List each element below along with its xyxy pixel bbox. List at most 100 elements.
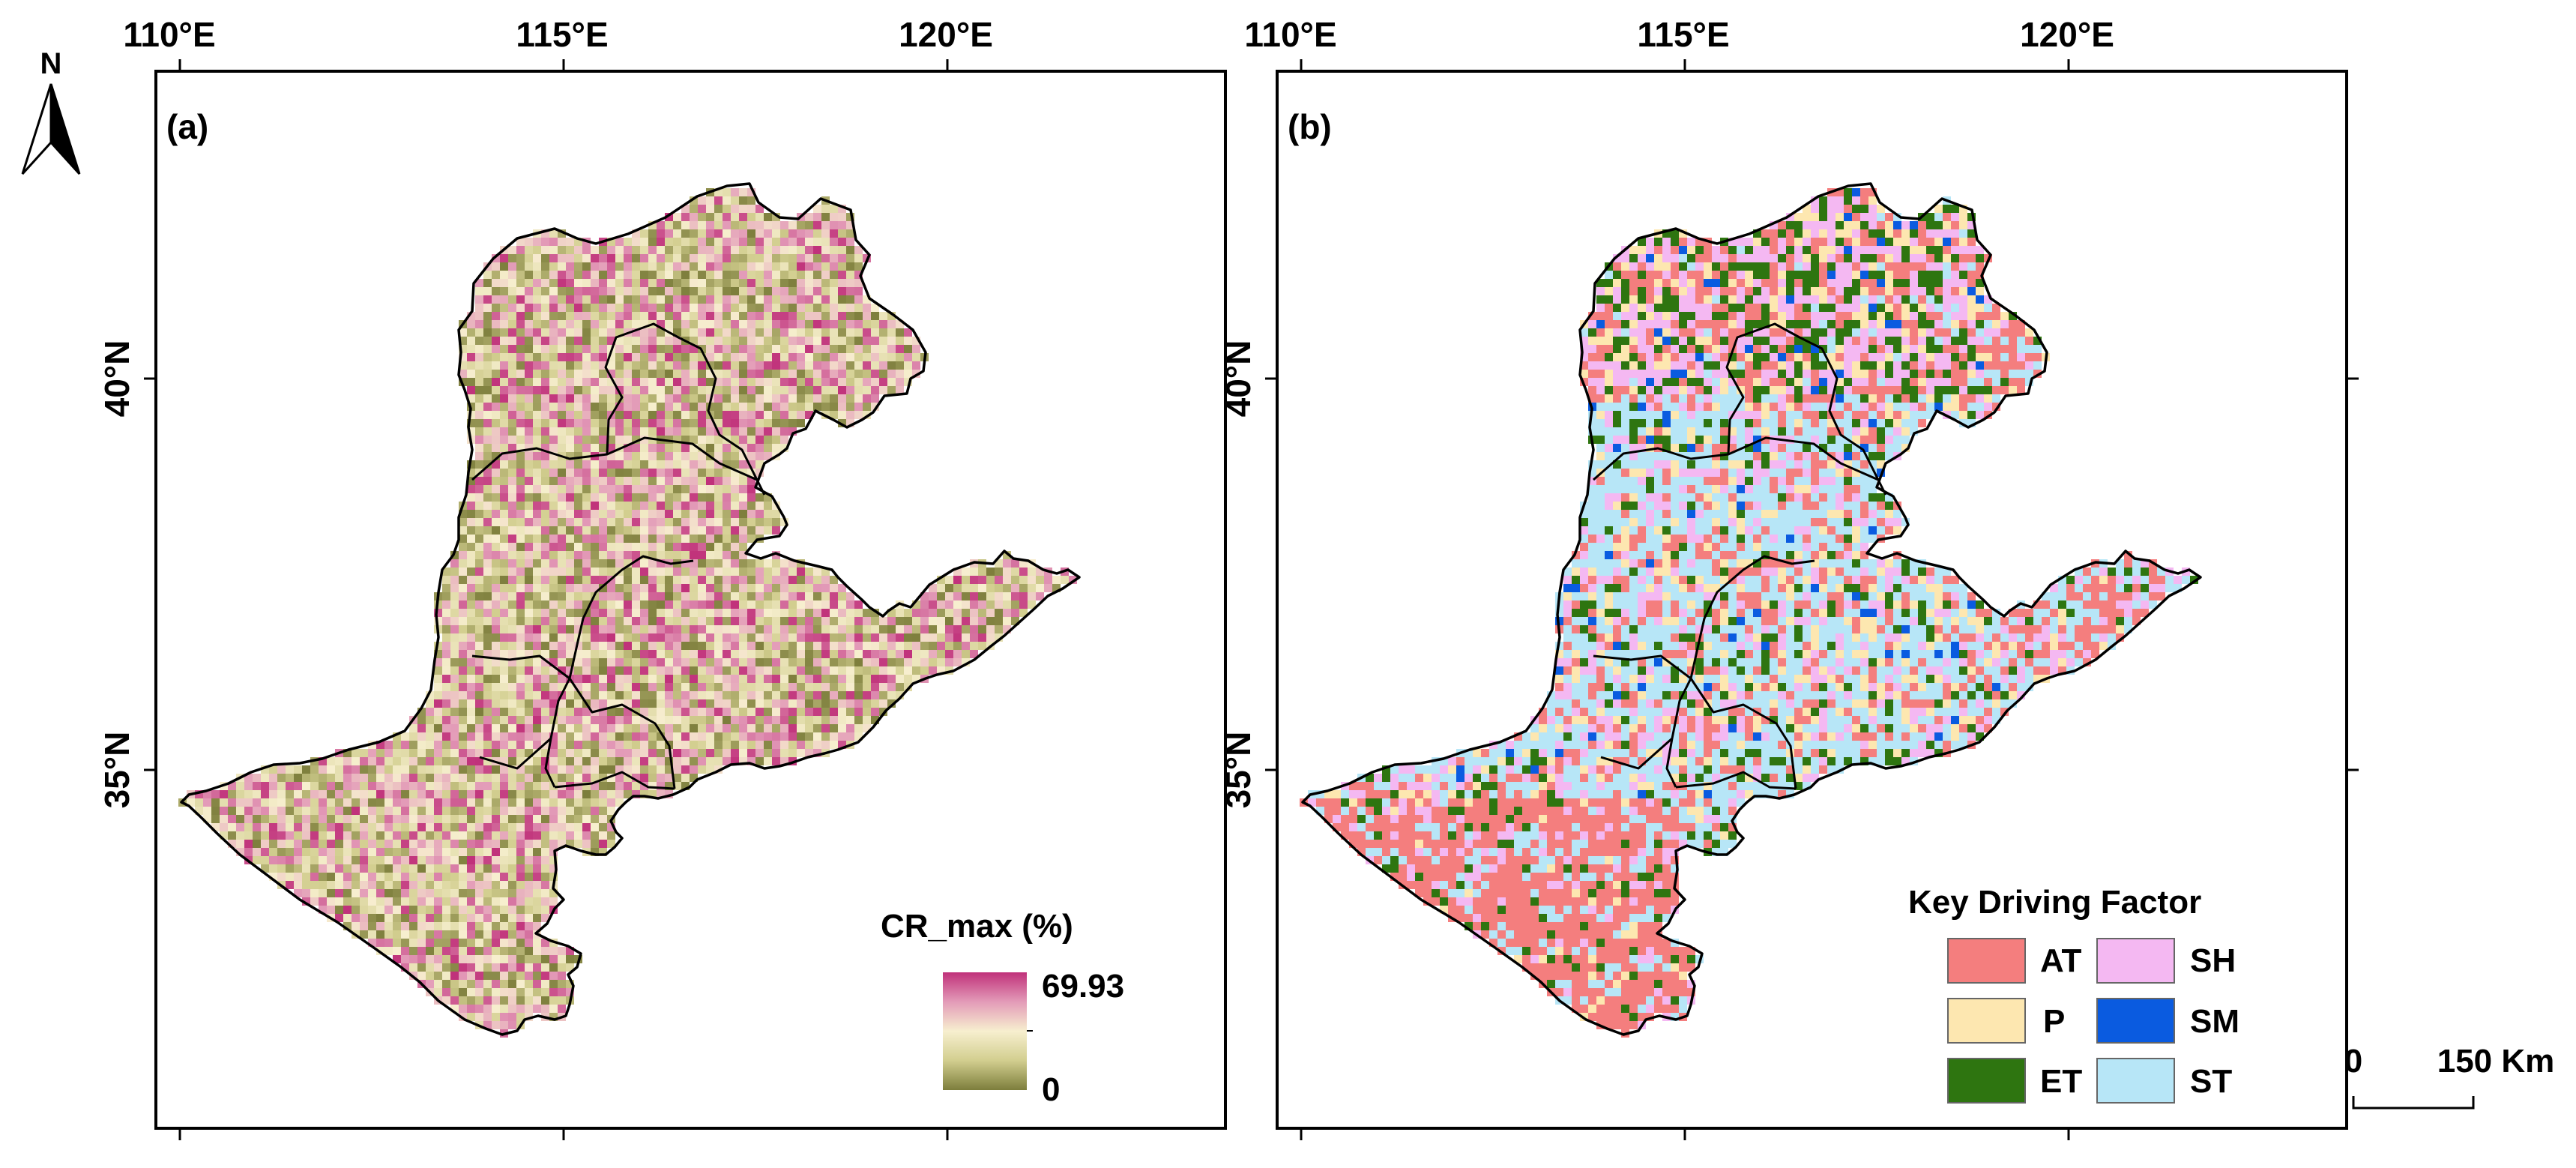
cr-max-cell [236, 790, 244, 798]
cr-max-cell [739, 559, 747, 568]
cr-max-cell [549, 947, 558, 955]
cr-max-cell [508, 254, 516, 262]
cr-max-cell [698, 708, 706, 716]
cr-max-cell [558, 980, 566, 988]
cr-max-cell [525, 930, 533, 939]
cr-max-cell [830, 708, 838, 716]
cr-max-cell [640, 526, 648, 535]
cr-max-cell [450, 633, 459, 642]
cr-max-cell [648, 295, 657, 304]
cr-max-cell [830, 600, 838, 609]
cr-max-cell [525, 271, 533, 279]
cr-max-cell [582, 361, 591, 370]
cr-max-cell [615, 460, 624, 469]
cr-max-cell [929, 650, 937, 658]
driver-cell [1712, 271, 1720, 279]
cr-max-cell [533, 477, 541, 485]
cr-max-cell [549, 972, 558, 980]
cr-max-cell [673, 551, 681, 559]
cr-max-cell [483, 510, 492, 518]
cr-max-cell [442, 897, 450, 906]
cr-max-cell [764, 600, 772, 609]
cr-max-cell [887, 650, 896, 658]
cr-max-cell [698, 229, 706, 238]
cr-max-cell [978, 609, 986, 617]
driver-cell [1877, 221, 1885, 229]
cr-max-cell [558, 295, 566, 304]
cr-max-cell [442, 600, 450, 609]
cr-max-cell [747, 600, 755, 609]
cr-max-cell [566, 691, 574, 699]
cr-max-cell [483, 559, 492, 568]
cr-max-cell [648, 378, 657, 386]
cr-max-cell [648, 386, 657, 394]
cr-max-cell [541, 798, 549, 807]
driver-cell [1745, 238, 1753, 246]
cr-max-cell [500, 691, 508, 699]
cr-max-cell [475, 625, 483, 633]
cr-max-cell [797, 617, 805, 625]
cr-max-cell [286, 765, 294, 774]
cr-max-cell [937, 584, 945, 592]
cr-max-cell [706, 262, 714, 271]
cr-max-cell [698, 749, 706, 757]
cr-max-cell [673, 271, 681, 279]
cr-max-cell [821, 370, 830, 378]
cr-max-cell [475, 320, 483, 328]
cr-max-cell [640, 592, 648, 600]
cr-max-cell [492, 386, 500, 394]
cr-max-cell [426, 708, 434, 716]
cr-max-cell [409, 757, 417, 765]
cr-max-cell [591, 279, 599, 287]
cr-max-cell [887, 691, 896, 699]
cr-max-cell [698, 271, 706, 279]
cr-max-cell [352, 798, 360, 807]
cr-max-cell [459, 774, 467, 782]
cr-max-cell [912, 650, 920, 658]
cr-max-cell [788, 229, 797, 238]
cr-max-cell [319, 815, 327, 823]
cr-max-cell [747, 559, 755, 568]
cr-max-cell [632, 427, 640, 436]
cr-max-cell [253, 782, 261, 790]
cr-max-cell [854, 304, 863, 312]
cr-max-cell [929, 642, 937, 650]
cr-max-cell [648, 328, 657, 337]
cr-max-cell [492, 675, 500, 683]
cr-max-cell [475, 823, 483, 831]
cr-max-cell [780, 361, 788, 370]
panel-b-xtick-115: 115°E [1637, 15, 1729, 54]
cr-max-cell [797, 304, 805, 312]
cr-max-cell [1044, 576, 1052, 584]
driver-cell [1951, 213, 1959, 221]
cr-max-cell [508, 650, 516, 658]
cr-max-cell [459, 559, 467, 568]
cr-max-cell [805, 675, 813, 683]
driver-cell [1671, 279, 1679, 287]
cr-max-cell [805, 617, 813, 625]
cr-max-cell [500, 526, 508, 535]
cr-max-cell [846, 279, 854, 287]
cr-max-cell [236, 840, 244, 848]
cr-max-cell [475, 543, 483, 551]
cr-max-cell [698, 568, 706, 576]
cr-max-cell [417, 807, 426, 815]
cr-max-cell [755, 444, 764, 452]
driver-cell [1778, 254, 1786, 262]
cr-max-cell [558, 361, 566, 370]
cr-max-cell [887, 683, 896, 691]
cr-max-cell [475, 774, 483, 782]
cr-max-cell [854, 361, 863, 370]
cr-max-cell [632, 271, 640, 279]
cr-max-cell [813, 213, 821, 221]
cr-max-cell [302, 864, 310, 873]
cr-max-cell [632, 312, 640, 320]
cr-max-cell [467, 831, 475, 840]
cr-max-cell [434, 765, 442, 774]
cr-max-cell [574, 271, 582, 279]
cr-max-cell [854, 312, 863, 320]
driver-cell [1860, 221, 1868, 229]
cr-max-cell [896, 650, 904, 658]
cr-max-cell [673, 295, 681, 304]
cr-max-cell [640, 460, 648, 469]
